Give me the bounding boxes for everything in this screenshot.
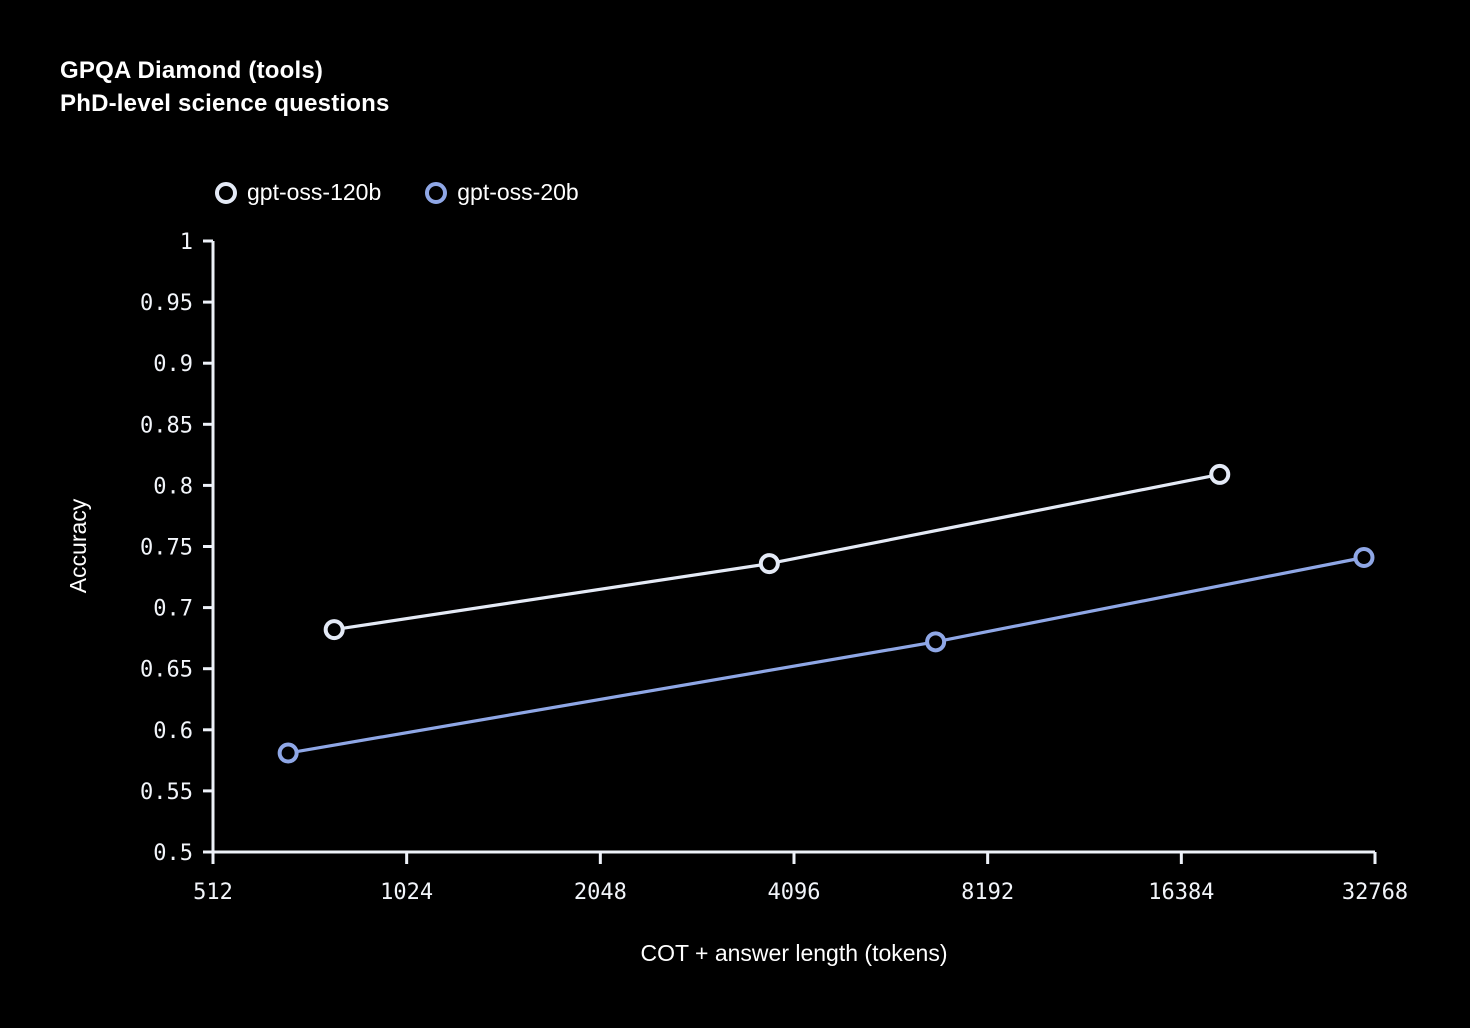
circle-marker-icon (215, 181, 237, 204)
y-tick-label: 0.95 (140, 291, 193, 316)
chart-subtitle: PhD-level science questions (60, 90, 390, 117)
x-tick-label: 8192 (961, 880, 1014, 905)
legend-label: gpt-oss-120b (247, 179, 382, 205)
legend-label: gpt-oss-20b (457, 179, 579, 205)
y-tick-label: 0.8 (153, 474, 193, 499)
data-point-gpt-oss-120b (758, 553, 780, 575)
data-point-gpt-oss-20b (277, 742, 299, 764)
x-tick-label: 1024 (380, 880, 433, 905)
legend: gpt-oss-120b gpt-oss-20b (215, 179, 579, 206)
series-line-gpt-oss-20b (286, 555, 1366, 755)
legend-item-gpt-oss-120b: gpt-oss-120b (215, 179, 381, 206)
y-tick-label: 0.85 (140, 413, 193, 438)
chart-title-block: GPQA Diamond (tools) PhD-level science q… (60, 54, 390, 120)
y-tick-label: 0.75 (140, 536, 193, 561)
y-tick-label: 0.5 (153, 841, 193, 866)
x-tick-label: 16384 (1148, 880, 1214, 905)
y-tick-label: 0.55 (140, 780, 193, 805)
y-tick-label: 0.6 (153, 719, 193, 744)
x-tick-label: 32768 (1342, 880, 1408, 905)
data-point-gpt-oss-120b (1209, 463, 1231, 485)
data-point-gpt-oss-120b (323, 619, 345, 641)
legend-item-gpt-oss-20b: gpt-oss-20b (425, 179, 579, 206)
x-axis-title: COT + answer length (tokens) (640, 940, 948, 966)
data-point-gpt-oss-20b (925, 631, 947, 653)
x-tick-label: 2048 (574, 880, 627, 905)
circle-marker-icon (425, 181, 448, 204)
y-tick-label: 0.9 (153, 352, 193, 377)
chart-title: GPQA Diamond (tools) (60, 57, 324, 84)
series-line-gpt-oss-120b (332, 472, 1222, 632)
x-tick-label: 4096 (768, 880, 821, 905)
y-tick-label: 0.65 (140, 658, 193, 683)
y-tick-label: 0.7 (153, 597, 193, 622)
x-tick-label: 512 (193, 880, 233, 905)
y-tick-label: 1 (180, 230, 193, 255)
y-axis-title: Accuracy (65, 498, 91, 594)
data-point-gpt-oss-20b (1353, 546, 1375, 568)
